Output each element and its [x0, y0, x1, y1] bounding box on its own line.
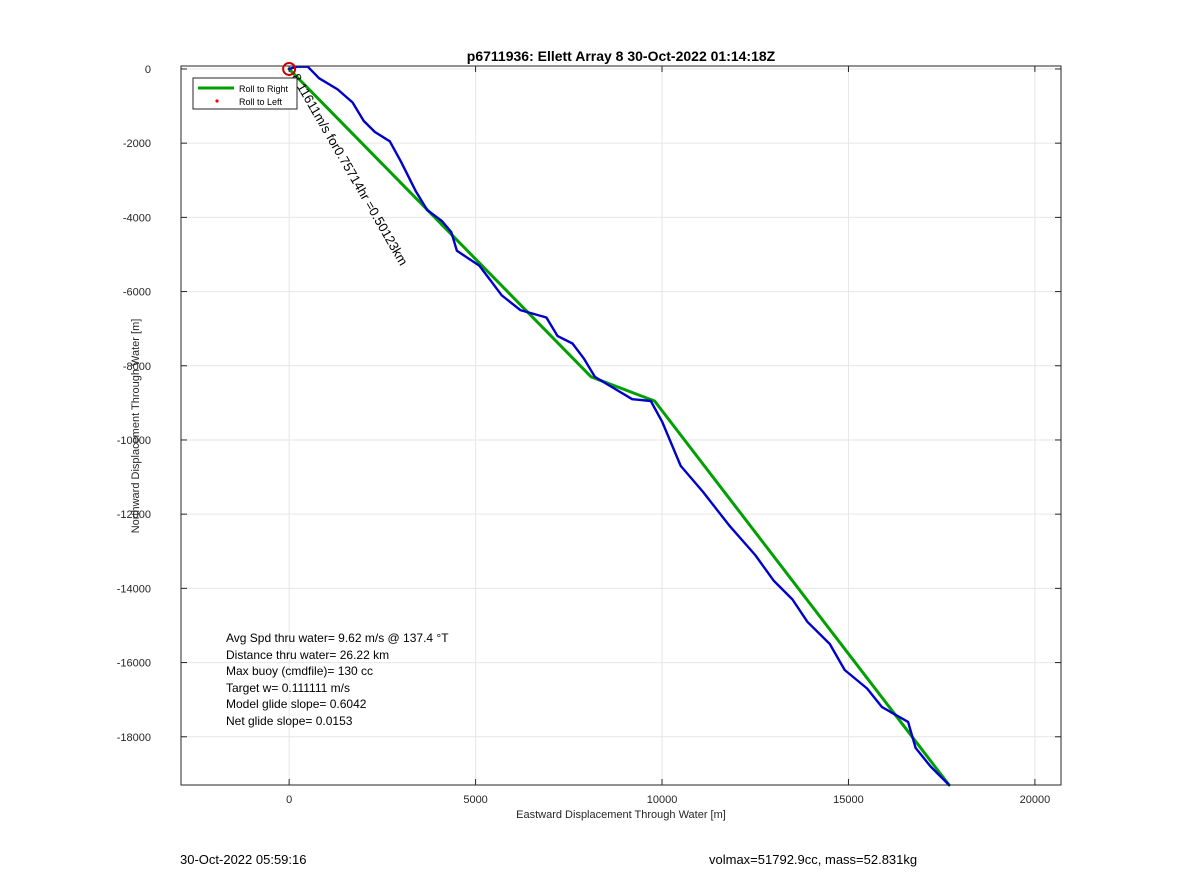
legend-label-roll-left: Roll to Left — [239, 97, 283, 107]
y-tick-label: -14000 — [117, 583, 151, 595]
legend: Roll to Right Roll to Left — [192, 77, 298, 110]
footer-info: volmax=51792.9cc, mass=52.831kg — [709, 852, 918, 867]
stat-avg-speed: Avg Spd thru water= 9.62 m/s @ 137.4 °T — [226, 631, 449, 645]
y-tick-label: -10000 — [117, 435, 151, 447]
stats-block: Avg Spd thru water= 9.62 m/s @ 137.4 °T … — [226, 631, 449, 728]
x-tick-label: 20000 — [1020, 794, 1051, 806]
plot-frame — [180, 65, 1062, 786]
x-tick-label: 10000 — [647, 794, 678, 806]
y-tick-label: -12000 — [117, 509, 151, 521]
y-tick-label: -18000 — [117, 732, 151, 744]
legend-label-roll-right: Roll to Right — [239, 84, 289, 94]
plot-area — [181, 66, 1061, 785]
stat-net-glide: Net glide slope= 0.0153 — [226, 714, 353, 728]
x-tick-label: 5000 — [463, 794, 487, 806]
stat-target-w: Target w= 0.111111 m/s — [226, 681, 350, 695]
start-marker — [282, 61, 297, 76]
legend-dot-roll-left — [215, 99, 219, 103]
series-line-0 — [287, 67, 951, 787]
chart-title: p6711936: Ellett Array 8 30-Oct-2022 01:… — [467, 48, 776, 64]
y-tick-label: -4000 — [123, 212, 151, 224]
stat-model-glide: Model glide slope= 0.6042 — [226, 697, 367, 711]
y-tick-label: -16000 — [117, 658, 151, 670]
x-tick-label: 0 — [286, 794, 292, 806]
footer-timestamp: 30-Oct-2022 05:59:16 — [180, 852, 307, 867]
stat-max-buoy: Max buoy (cmdfile)= 130 cc — [226, 664, 373, 678]
stat-distance: Distance thru water= 26.22 km — [226, 648, 389, 662]
y-tick-label: 0 — [145, 64, 151, 76]
x-axis-label: Eastward Displacement Through Water [m] — [516, 809, 726, 821]
series-line-1 — [287, 65, 951, 787]
y-tick-label: -8000 — [123, 361, 151, 373]
legend-box — [192, 77, 298, 110]
series-layer — [287, 65, 951, 787]
y-tick-label: -6000 — [123, 287, 151, 299]
y-tick-label: -2000 — [123, 138, 151, 150]
x-tick-label: 15000 — [833, 794, 864, 806]
y-axis-label: Northward Displacement Through Water [m] — [130, 319, 142, 534]
grid — [181, 66, 1061, 785]
ticks: 0 5000 10000 15000 20000 0 -2000 -4000 -6000 -800… — [117, 64, 1061, 806]
